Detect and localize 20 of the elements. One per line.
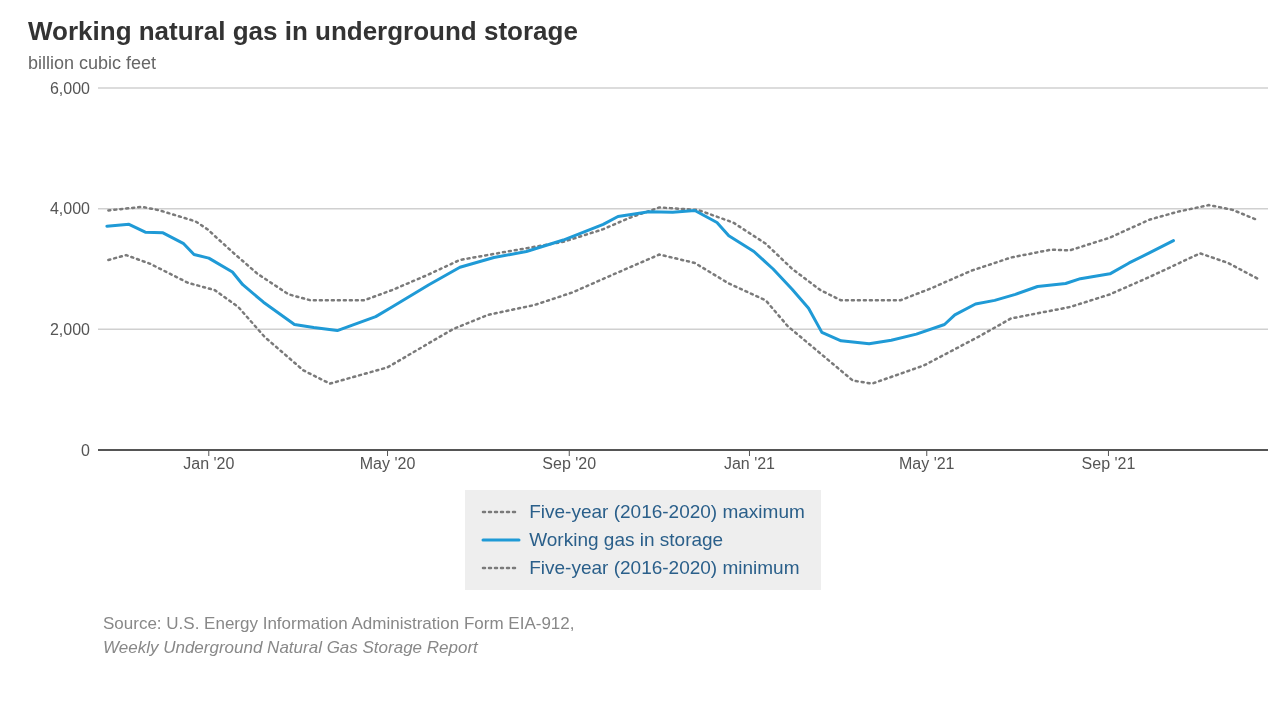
x-tick-label: May '20 bbox=[359, 455, 416, 473]
y-tick-label: 6,000 bbox=[49, 79, 91, 97]
legend-label: Working gas in storage bbox=[529, 529, 724, 551]
x-tick-label: Sep '21 bbox=[1081, 455, 1136, 473]
legend-label: Five-year (2016-2020) maximum bbox=[529, 501, 805, 523]
line-series bbox=[107, 252, 1259, 385]
text: Weekly Underground Natural Gas Storage Report bbox=[103, 637, 480, 659]
chart-title: Working natural gas in underground storage bbox=[27, 15, 579, 47]
x-tick-label: Jan '21 bbox=[723, 455, 776, 473]
x-tick-label: May '21 bbox=[898, 455, 955, 473]
x-tick-label: Sep '20 bbox=[542, 455, 597, 473]
y-tick-label: 0 bbox=[81, 441, 91, 459]
legend-label: Five-year (2016-2020) minimum bbox=[529, 557, 800, 579]
source-note: Source: U.S. Energy Information Administration Form EIA-912, bbox=[103, 613, 576, 635]
line-series bbox=[105, 208, 1175, 346]
y-axis-title: billion cubic feet bbox=[27, 52, 158, 74]
y-tick-label: 4,000 bbox=[49, 200, 91, 218]
y-tick-label: 2,000 bbox=[49, 321, 91, 339]
x-tick-label: Jan '20 bbox=[183, 455, 235, 473]
line-series bbox=[107, 203, 1259, 302]
